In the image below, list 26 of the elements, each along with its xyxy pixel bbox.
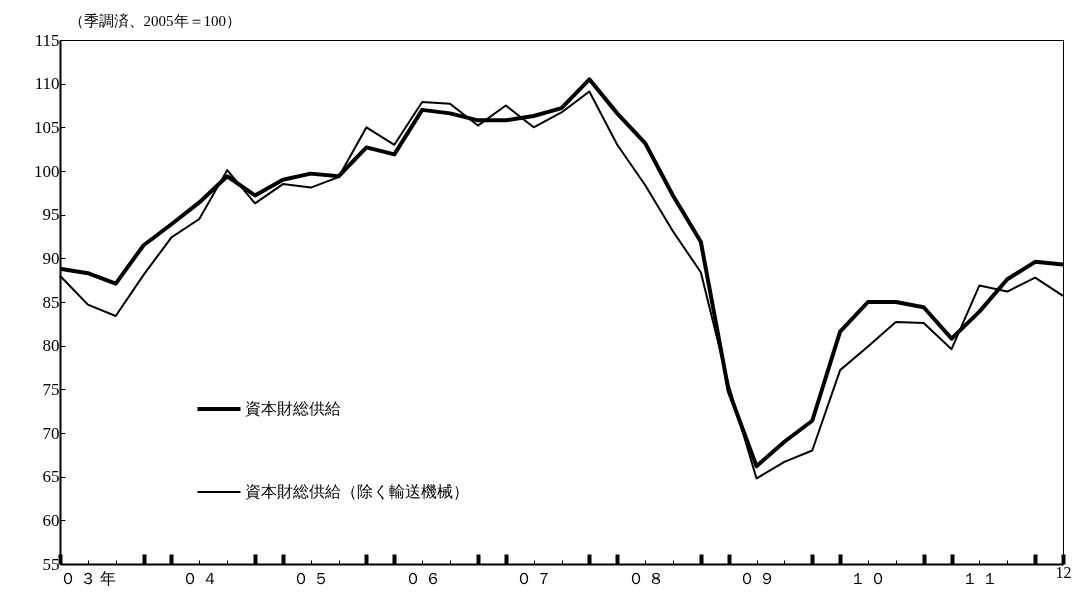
x-tick-label: １ ０ — [850, 569, 887, 587]
y-tick-label: 65 — [42, 467, 60, 487]
x-tick-label: ０ ６ — [404, 569, 441, 587]
y-tick-label: 115 — [34, 30, 60, 50]
y-tick-label: 100 — [34, 161, 60, 181]
x-tick-label: ０ ３ 年 — [60, 569, 117, 587]
y-tick-label: 110 — [34, 74, 60, 94]
y-tick-label: 60 — [42, 510, 60, 530]
x-tick-label: ０ ７ — [516, 569, 553, 587]
x-tick-label: ０ ４ — [181, 569, 218, 587]
legend-label: 資本財総供給（除く輸送機械） — [245, 483, 469, 500]
y-tick-label: 90 — [42, 248, 60, 268]
x-tick-label: １ １ — [961, 569, 998, 587]
y-tick-label: 95 — [42, 205, 60, 225]
x-tick-label: ０ ９ — [739, 569, 776, 587]
y-tick-label: 75 — [42, 379, 60, 399]
y-tick-label: 70 — [42, 423, 60, 443]
y-axis-title: （季調済、2005年＝100） — [68, 12, 241, 29]
x-tick-label: ０ ８ — [627, 569, 664, 587]
y-tick-label: 80 — [42, 336, 60, 356]
x-tick-label: ０ ５ — [293, 569, 330, 587]
y-tick-label: 55 — [42, 554, 60, 574]
x-tick-label: 12 — [1055, 563, 1072, 581]
legend-label: 資本財総供給 — [245, 400, 341, 417]
y-tick-label: 105 — [34, 117, 60, 137]
y-tick-label: 85 — [42, 292, 60, 312]
